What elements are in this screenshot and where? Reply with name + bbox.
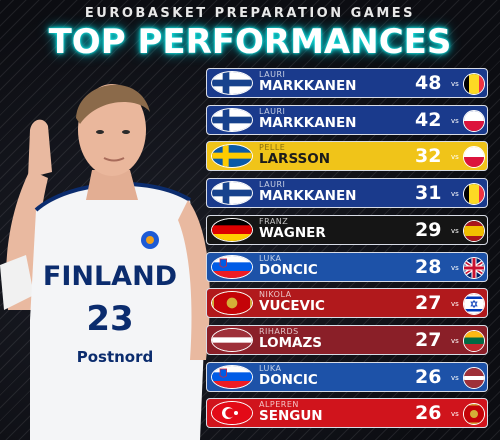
player-last-name: LARSSON xyxy=(259,151,331,168)
vs-label: vs xyxy=(451,263,459,272)
performance-row: LAURI MARKKANEN 31 vs xyxy=(206,178,488,209)
player-name: LUKA DONCIC xyxy=(259,363,318,388)
player-name: LUKA DONCIC xyxy=(259,253,318,278)
vs-label: vs xyxy=(451,300,459,309)
points: 26 xyxy=(415,402,442,425)
player-name: LAURI MARKKANEN xyxy=(259,181,356,204)
israel-flag-icon xyxy=(463,293,485,316)
spain-flag-icon xyxy=(463,219,485,242)
player-last-name: DONCIC xyxy=(259,261,318,278)
montenegro-flag-icon xyxy=(463,403,485,426)
finland-flag-icon xyxy=(211,71,253,95)
points: 29 xyxy=(415,218,442,241)
points: 27 xyxy=(415,328,442,351)
player-last-name: MARKKANEN xyxy=(259,78,357,94)
great-britain-flag-icon xyxy=(463,256,485,279)
vs-label: vs xyxy=(451,80,459,88)
player-first-name: FRANZ xyxy=(259,216,289,226)
player-first-name: RIHARDS xyxy=(259,326,299,336)
player-photo: FINLAND 23 Postnord xyxy=(0,84,210,440)
player-last-name: WAGNER xyxy=(259,224,326,241)
montenegro-flag-icon xyxy=(211,291,253,316)
player-first-name: LAURI xyxy=(259,106,286,116)
player-name: ALPEREN SENGUN xyxy=(259,401,323,424)
lithuania-flag-icon xyxy=(463,329,485,352)
points: 27 xyxy=(415,292,442,315)
performance-row: RIHARDS LOMAZS 27 vs xyxy=(206,324,488,355)
player-last-name: SENGUN xyxy=(259,408,323,425)
player-first-name: NIKOLA xyxy=(259,290,292,300)
performance-row: PELLE LARSSON 32 vs xyxy=(206,141,488,172)
points: 31 xyxy=(415,182,442,205)
finland-flag-icon xyxy=(211,181,253,206)
player-last-name: MARKKANEN xyxy=(259,114,357,131)
poland-flag-icon xyxy=(463,146,485,169)
jersey-team: FINLAND xyxy=(43,261,177,292)
performance-row: FRANZ WAGNER 29 vs xyxy=(206,214,488,245)
performance-row: LAURI MARKKANEN 48 vs xyxy=(206,68,488,98)
points: 26 xyxy=(415,365,442,388)
vs-label: vs xyxy=(451,336,459,345)
poland-flag-icon xyxy=(463,109,485,132)
player-first-name: ALPEREN xyxy=(259,400,299,410)
vs-label: vs xyxy=(451,373,459,382)
jersey-sponsor: Postnord xyxy=(77,348,154,366)
vs-label: vs xyxy=(451,226,459,235)
player-name: LAURI MARKKANEN xyxy=(259,71,356,94)
performance-row: ALPEREN SENGUN 26 vs xyxy=(206,398,488,429)
supertitle: EUROBASKET PREPARATION GAMES xyxy=(84,6,416,21)
belgium-flag-icon xyxy=(463,73,485,95)
points: 28 xyxy=(415,255,442,278)
jersey-number: 23 xyxy=(86,299,133,339)
player-name: NIKOLA VUCEVIC xyxy=(259,291,325,314)
performance-row: LUKA DONCIC 26 vs xyxy=(206,361,488,392)
vs-label: vs xyxy=(451,116,459,125)
turkey-flag-icon xyxy=(211,401,253,426)
points: 48 xyxy=(415,72,442,94)
player-name: LAURI MARKKANEN xyxy=(259,106,357,131)
latvia-flag-icon xyxy=(463,366,485,389)
player-last-name: LOMAZS xyxy=(259,334,322,351)
vs-label: vs xyxy=(451,410,459,419)
performance-row: LAURI MARKKANEN 42 vs xyxy=(206,104,488,135)
player-first-name: LAURI xyxy=(259,70,286,79)
slovenia-flag-icon xyxy=(211,254,253,279)
page-title: TOP PERFORMANCES xyxy=(48,22,452,62)
player-last-name: VUCEVIC xyxy=(259,298,325,315)
player-name: FRANZ WAGNER xyxy=(259,216,326,241)
latvia-flag-icon xyxy=(211,327,253,352)
performance-row: LUKA DONCIC 28 vs xyxy=(206,251,488,282)
finland-flag-icon xyxy=(211,107,253,132)
sweden-flag-icon xyxy=(211,144,253,169)
player-last-name: DONCIC xyxy=(259,371,318,388)
slovenia-flag-icon xyxy=(211,364,253,389)
player-last-name: MARKKANEN xyxy=(259,188,357,205)
points: 42 xyxy=(415,108,442,131)
belgium-flag-icon xyxy=(463,183,485,206)
points: 32 xyxy=(415,145,442,168)
player-first-name: LUKA xyxy=(259,363,282,373)
player-name: PELLE LARSSON xyxy=(259,144,330,167)
vs-label: vs xyxy=(451,190,459,199)
performance-row: NIKOLA VUCEVIC 27 vs xyxy=(206,288,488,319)
player-first-name: LAURI xyxy=(259,180,286,190)
player-first-name: LUKA xyxy=(259,253,282,263)
germany-flag-icon xyxy=(211,217,253,242)
player-name: RIHARDS LOMAZS xyxy=(259,326,322,351)
player-first-name: PELLE xyxy=(259,143,286,153)
vs-label: vs xyxy=(451,153,459,162)
